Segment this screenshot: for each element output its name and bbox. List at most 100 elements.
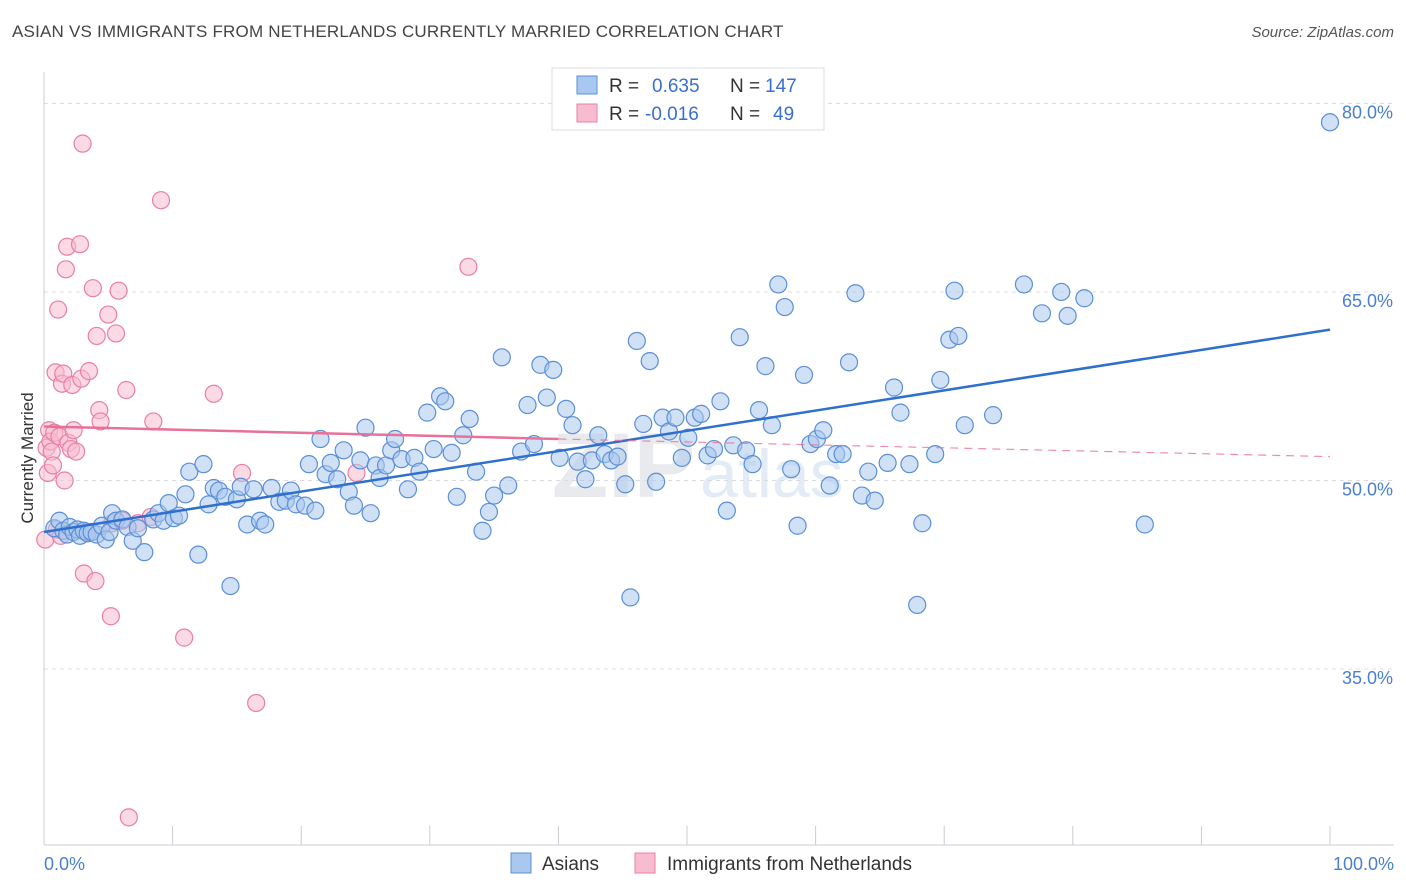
asians-point — [908, 595, 927, 615]
asians-point — [361, 504, 380, 523]
gridlines — [44, 102, 1394, 670]
netherlands-point — [204, 384, 223, 403]
asians-point — [321, 453, 340, 472]
asians-point — [820, 476, 839, 495]
netherlands-point — [106, 324, 126, 343]
asians-point — [454, 426, 473, 445]
asians-point — [900, 455, 919, 474]
netherlands-point — [43, 456, 63, 475]
asians-point — [485, 486, 504, 505]
axes — [43, 72, 1394, 846]
asians-point — [135, 543, 154, 562]
legend-r-value-netherlands: -0.016 — [645, 104, 699, 125]
netherlands-point — [79, 362, 99, 381]
asians-point — [1052, 282, 1071, 302]
asians-point — [647, 472, 666, 491]
asians-point — [418, 403, 437, 422]
y-tick-label: 50.0% — [1342, 479, 1393, 499]
asians-point — [913, 514, 932, 533]
netherlands-point — [117, 380, 136, 400]
asians-point — [608, 447, 627, 466]
asians-point — [679, 428, 698, 447]
asians-point — [492, 348, 511, 367]
asians-point — [945, 281, 964, 300]
asians-point — [814, 421, 833, 440]
netherlands-trend-line — [43, 425, 559, 441]
asians-point — [524, 434, 544, 454]
asians-point — [328, 470, 347, 489]
asians-point — [180, 462, 199, 481]
asians-point — [616, 475, 635, 494]
netherlands-point — [67, 442, 86, 461]
x-ticks — [43, 826, 1331, 845]
legend-r-label-netherlands: R = — [609, 104, 639, 125]
legend-n-value-netherlands: 49 — [773, 104, 794, 125]
asians-point — [1058, 306, 1077, 325]
asians-point — [794, 365, 814, 385]
netherlands-point — [64, 421, 83, 440]
asians-point — [756, 357, 775, 376]
asians-point — [839, 353, 859, 372]
asians-point — [473, 521, 492, 540]
y-tick-label: 65.0% — [1342, 291, 1393, 311]
asians-point — [499, 476, 518, 495]
asians-point — [442, 443, 461, 462]
asians-point — [775, 297, 794, 317]
asians-point — [1320, 113, 1340, 132]
asians-point — [589, 426, 608, 445]
asians-point — [931, 370, 950, 390]
asians-point — [743, 455, 762, 474]
netherlands-point — [101, 607, 120, 626]
asians-point — [344, 496, 364, 515]
y-tick-label: 80.0% — [1342, 102, 1393, 122]
netherlands-point — [70, 235, 90, 254]
netherlands-point — [56, 260, 75, 279]
series-asians-points — [45, 113, 1340, 615]
asians-point — [221, 576, 240, 596]
asians-point — [376, 456, 396, 475]
asians-point — [634, 414, 653, 434]
y-tick-label: 35.0% — [1342, 668, 1393, 688]
netherlands-point — [73, 134, 92, 153]
asians-point — [704, 439, 724, 459]
asians-point — [788, 516, 807, 535]
chart-title: ASIAN VS IMMIGRANTS FROM NETHERLANDS CUR… — [12, 22, 784, 41]
netherlands-point — [109, 281, 128, 300]
legend-swatch-netherlands — [576, 103, 598, 123]
x-tick-label-max: 100.0% — [1333, 854, 1394, 874]
asians-point — [518, 395, 537, 415]
asians-point — [949, 326, 968, 346]
asians-point — [865, 491, 884, 510]
y-tick-labels: 35.0% 50.0% 65.0% 80.0% — [1342, 102, 1393, 688]
watermark-atlas: atlas — [700, 436, 844, 512]
asians-point — [398, 480, 418, 499]
asians-point — [537, 388, 556, 407]
asians-point — [769, 275, 788, 294]
asians-point — [544, 360, 563, 379]
legend-r-label-asians: R = — [609, 76, 639, 97]
asians-point — [782, 460, 801, 479]
legend-r-value-asians: 0.635 — [652, 76, 700, 97]
legend-swatch-asians — [576, 75, 598, 95]
asians-trend-line — [43, 328, 1331, 534]
asians-point — [846, 284, 865, 303]
bottom-legend-swatch-netherlands — [634, 852, 656, 874]
asians-point — [833, 445, 852, 464]
y-axis-label: Currently Married — [18, 392, 37, 523]
asians-point — [884, 378, 904, 397]
asians-point — [1014, 275, 1034, 294]
asians-point — [1135, 515, 1154, 534]
netherlands-point — [49, 300, 68, 319]
asians-point — [576, 470, 595, 489]
asians-point — [334, 441, 353, 460]
asians-point — [356, 418, 375, 437]
asians-point — [878, 453, 897, 472]
netherlands-point — [86, 571, 105, 591]
asians-point — [189, 545, 208, 564]
chart-source: Source: ZipAtlas.com — [1251, 24, 1394, 41]
asians-point — [479, 502, 499, 522]
netherlands-point — [55, 471, 74, 490]
asians-point — [621, 588, 640, 607]
asians-point — [351, 451, 370, 470]
